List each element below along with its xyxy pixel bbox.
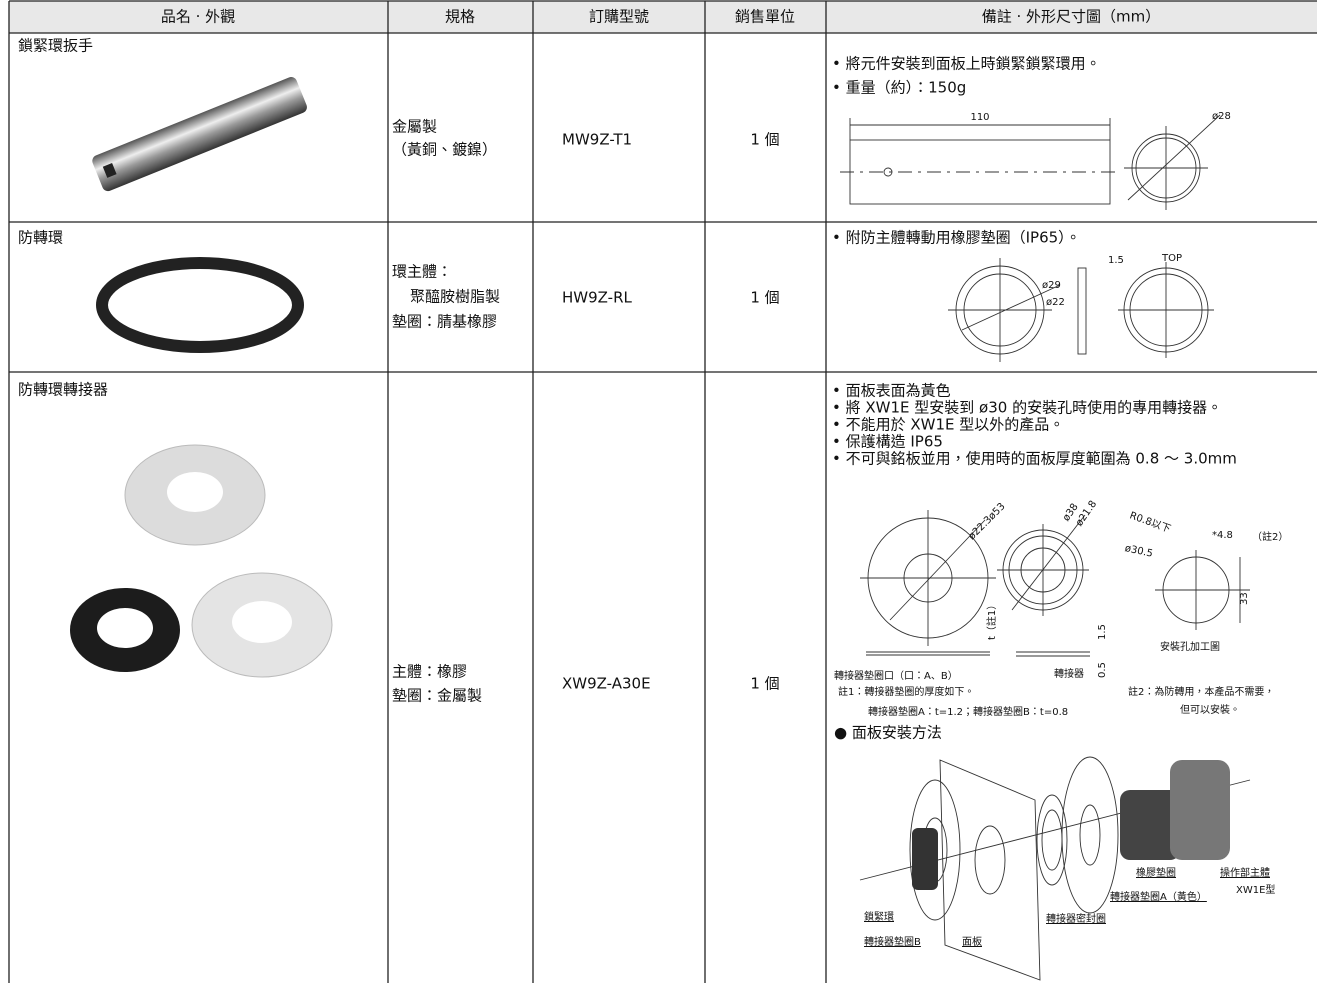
drawing-line [948, 258, 1214, 362]
section-title: ● 面板安裝方法 [834, 724, 942, 742]
note: • 重量（約）：150g [832, 79, 966, 97]
dim-label: ø29 [1042, 280, 1061, 291]
line-art: ø53 ø22.3 ø38 ø21.8 R0.8以下 *4.8 （註2） ø30… [834, 499, 1288, 718]
dim-label: ø30.5 [1124, 543, 1154, 560]
line-art [1170, 760, 1230, 860]
part-label: 鎖緊環 [864, 910, 894, 923]
footnote: 但可以安裝。 [1180, 703, 1240, 716]
line-art [1041, 809, 1063, 871]
line-art [909, 779, 961, 921]
note: • 將元件安裝到面板上時鎖緊鎖緊環用。 [832, 55, 1101, 73]
spec: （黃銅、鍍鎳） [392, 141, 497, 159]
dim-label: 1.5 [1108, 255, 1124, 266]
line-art [232, 601, 292, 643]
unit: 1 個 [750, 131, 779, 149]
dim-label: ø22.3 [966, 514, 994, 542]
note: • 保護構造 IP65 [832, 433, 943, 451]
line-art: 鎖緊環 轉接器墊圈B 面板 轉接器密封圈 轉接器墊圈A（黃色） 橡膠墊圈 操作部… [864, 866, 1275, 948]
unit: 1 個 [750, 289, 779, 307]
dim-label: （註2） [1252, 531, 1288, 543]
part-label: XW1E型 [1236, 883, 1275, 896]
dim-label: ø21.8 [1074, 499, 1099, 529]
header-cell: 品名 · 外觀 [161, 8, 235, 26]
line-art [167, 472, 223, 512]
part-label: 轉接器墊圈A（黃色） [1110, 890, 1207, 903]
header-cell: 備註 · 外形尺寸圖（mm） [982, 8, 1161, 26]
item-name: 防轉環 [18, 229, 63, 247]
dim-label: ø28 [1212, 111, 1231, 122]
table-rule [8, 0, 1317, 983]
line-art [1079, 804, 1101, 866]
dim-label: 安裝孔加工圖 [1160, 640, 1220, 653]
header-cell: 銷售單位 [735, 8, 795, 26]
photo [92, 77, 307, 192]
spec: 主體：橡膠 [392, 663, 467, 681]
footnote: 轉接器墊圈A：t=1.2；轉接器墊圈B：t=0.8 [868, 705, 1068, 718]
item-name: 防轉環轉接器 [18, 381, 108, 399]
header-cell: 訂購型號 [589, 8, 649, 26]
drawing-line [859, 756, 1251, 981]
dim-label: 轉接器 [1054, 667, 1084, 680]
dim-label: 33 [1239, 592, 1250, 605]
order-no: MW9Z-T1 [562, 131, 632, 149]
dim-label: ø22 [1046, 297, 1065, 308]
part-label: 轉接器墊圈B [864, 935, 921, 948]
photo [96, 257, 304, 353]
spec: 墊圈：腈基橡膠 [392, 313, 497, 331]
dim-label: 轉接器墊圈口（口：A、B） [834, 669, 958, 682]
header-cell: 規格 [445, 8, 475, 26]
line-art [883, 167, 893, 177]
drawing-line [860, 510, 1250, 657]
photo [102, 162, 117, 178]
line-art [1061, 756, 1119, 914]
part-label: 面板 [962, 935, 982, 948]
dim-label: *4.8 [1212, 530, 1233, 541]
line-art [961, 284, 1061, 331]
header-bg [9, 1, 1317, 33]
note: • 附防主體轉動用橡膠墊圈（IP65）。 [832, 229, 1081, 247]
part-label: 橡膠墊圈 [1136, 866, 1176, 879]
dim-label: 1.5 [1097, 624, 1108, 640]
spec: 墊圈：金屬製 [392, 687, 482, 705]
line-art [939, 759, 1041, 981]
dim-label: TOP [1161, 253, 1182, 264]
line-art [912, 828, 938, 890]
note: • 不能用於 XW1E 型以外的產品。 [832, 416, 1064, 434]
note: • 將 XW1E 型安裝到 ø30 的安裝孔時使用的專用轉接器。 [832, 399, 1222, 417]
photo [92, 77, 307, 192]
footnote: 註1：轉接器墊圈的厚度如下。 [838, 685, 974, 698]
photo [912, 760, 1230, 890]
spec: 金屬製 [392, 118, 437, 136]
line-art [1127, 114, 1221, 201]
unit: 1 個 [750, 675, 779, 693]
note: • 不可與銘板並用，使用時的面板厚度範圍為 0.8 ～ 3.0mm [832, 450, 1237, 468]
order-no: XW9Z-A30E [562, 675, 651, 693]
note: • 面板表面為黃色 [832, 382, 951, 400]
order-no: HW9Z-RL [562, 289, 633, 307]
drawing-line [840, 114, 1221, 210]
footnote: 註2：為防轉用，本產品不需要， [1128, 685, 1274, 698]
line-art [974, 825, 1006, 895]
dim-label: 110 [970, 112, 989, 123]
spec: 聚醯胺樹脂製 [410, 288, 500, 306]
spec: 環主體： [392, 263, 452, 281]
line-art [1036, 794, 1068, 886]
part-label: 轉接器密封圈 [1046, 912, 1106, 925]
line-art [1077, 267, 1087, 355]
photo [70, 444, 333, 678]
part-label: 操作部主體 [1220, 866, 1270, 879]
dim-label: 0.5 [1097, 662, 1108, 678]
line-art [1120, 790, 1180, 860]
line-art [1011, 514, 1086, 611]
line-art [889, 519, 986, 621]
item-name: 鎖緊環扳手 [18, 37, 93, 55]
dim-label: t（註1） [986, 600, 998, 640]
line-art [97, 608, 153, 648]
dim-label: R0.8以下 [1128, 510, 1172, 535]
